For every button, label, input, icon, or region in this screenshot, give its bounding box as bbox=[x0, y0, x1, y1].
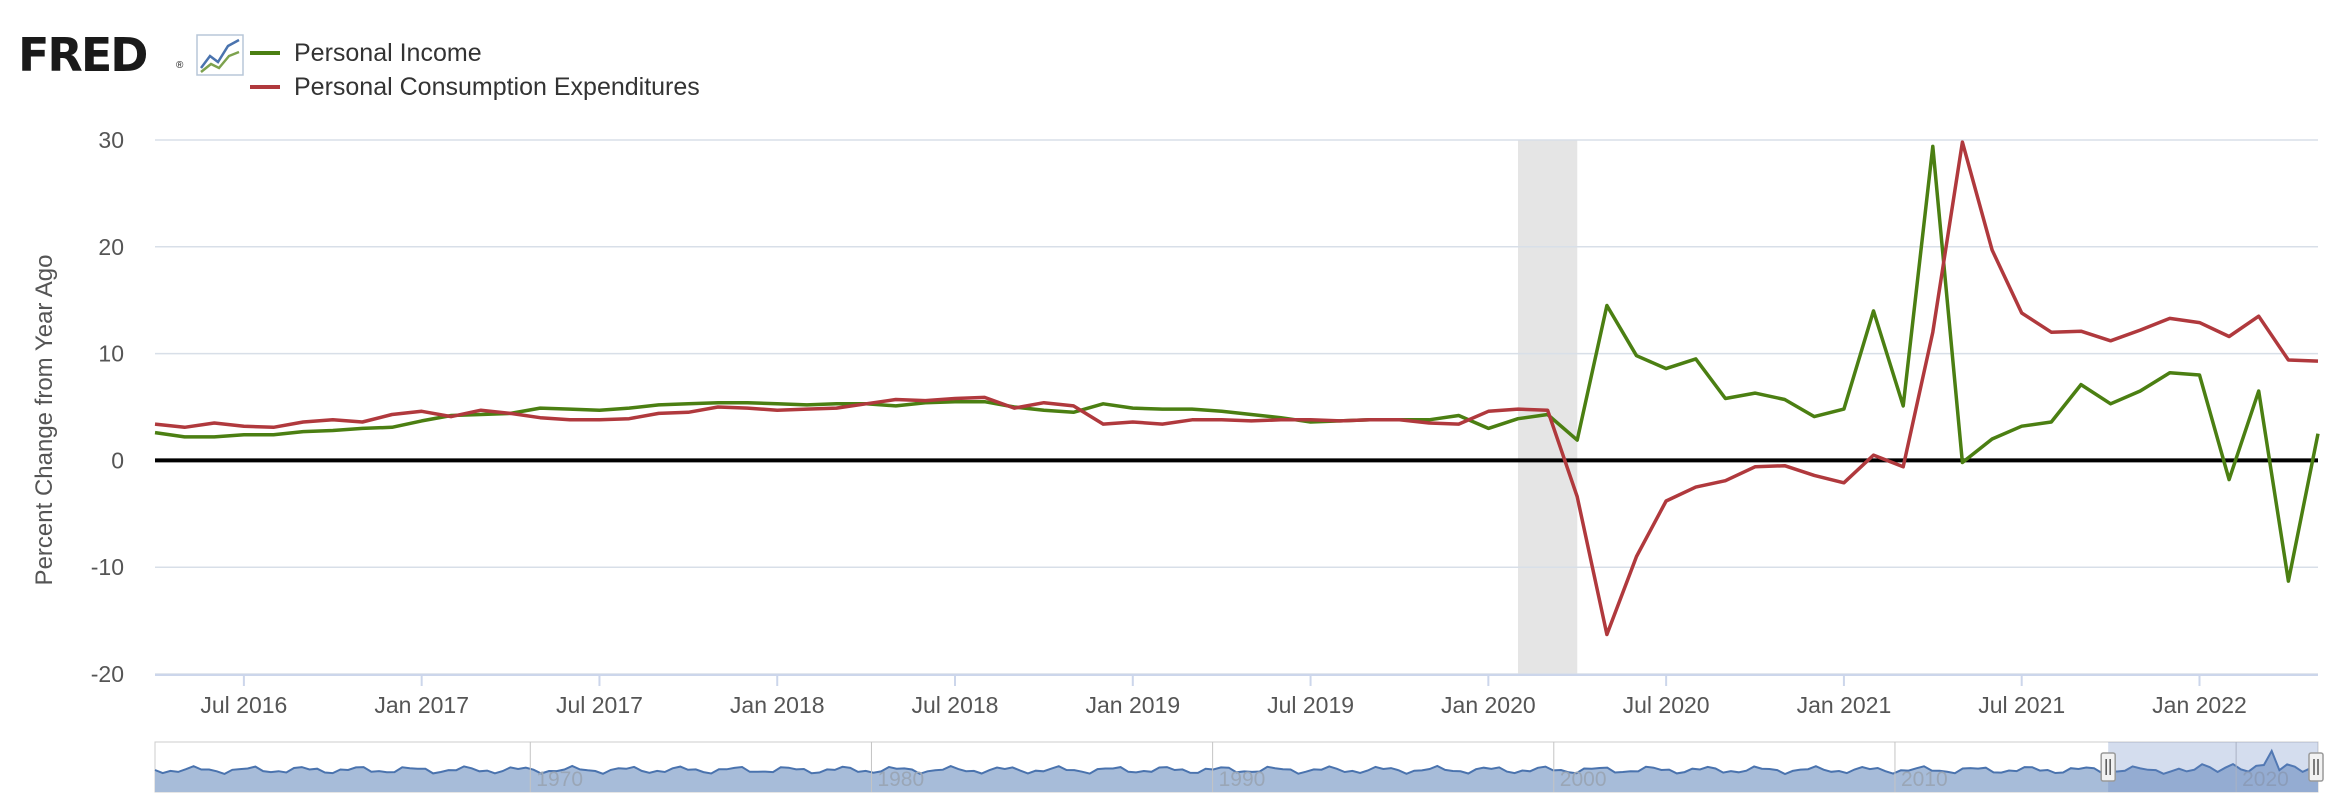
legend-swatch-pce bbox=[250, 85, 280, 89]
navigator-year-label: 1970 bbox=[536, 768, 583, 791]
y-tick-label: 30 bbox=[98, 127, 124, 153]
navigator-handle-body bbox=[2100, 752, 2116, 782]
x-tick-label: Jan 2021 bbox=[1797, 692, 1892, 718]
x-tick-label: Jul 2021 bbox=[1978, 692, 2065, 718]
series-line-pce bbox=[154, 140, 2319, 637]
x-tick-label: Jan 2018 bbox=[730, 692, 825, 718]
navigator-series-line bbox=[154, 748, 2319, 776]
registered-mark: ® bbox=[176, 60, 184, 71]
navigator[interactable]: 1970 1980 1990 2000 2010 2020 bbox=[154, 741, 2324, 793]
navigator-year-label: 2020 bbox=[2242, 768, 2289, 791]
series-line-personal-income bbox=[154, 144, 2320, 583]
legend-swatch-personal-income bbox=[250, 51, 280, 55]
fred-logo[interactable]: FRED ® bbox=[18, 28, 244, 82]
y-tick-label: 10 bbox=[98, 341, 124, 367]
grid-layer bbox=[155, 139, 2318, 675]
legend-label-pce: Personal Consumption Expenditures bbox=[294, 72, 700, 101]
recession-band bbox=[1517, 140, 1578, 674]
x-tick-label: Jul 2016 bbox=[200, 692, 287, 718]
x-tick-label: Jan 2020 bbox=[1441, 692, 1536, 718]
axis-layer: 30 20 10 0 -10 -20 Jul 2016 Jan 2017 Jul 2017 Jan… bbox=[91, 127, 2318, 718]
legend-item-personal-income[interactable]: Personal Income bbox=[250, 36, 700, 70]
y-tick-label: 20 bbox=[98, 234, 124, 260]
chart-legend: Personal Income Personal Consumption Exp… bbox=[250, 36, 700, 104]
x-tick-label: Jul 2018 bbox=[912, 692, 999, 718]
fred-graph-icon bbox=[196, 34, 244, 76]
navigator-year-label: 1980 bbox=[877, 768, 924, 791]
y-tick-label: -20 bbox=[91, 661, 124, 687]
navigator-selection bbox=[2108, 742, 2318, 792]
y-tick-label: 0 bbox=[111, 447, 124, 473]
navigator-handle-body bbox=[2308, 752, 2324, 782]
fred-logo-text: FRED bbox=[18, 28, 148, 82]
x-tick-label: Jul 2019 bbox=[1267, 692, 1354, 718]
x-tick-label: Jul 2020 bbox=[1623, 692, 1710, 718]
y-axis-label: Percent Change from Year Ago bbox=[31, 255, 58, 586]
legend-item-pce[interactable]: Personal Consumption Expenditures bbox=[250, 70, 700, 104]
navigator-area bbox=[155, 751, 2318, 792]
navigator-year-label: 2010 bbox=[1901, 768, 1948, 791]
x-tick-label: Jan 2019 bbox=[1085, 692, 1180, 718]
series-layer bbox=[154, 140, 2320, 637]
x-tick-label: Jan 2022 bbox=[2152, 692, 2247, 718]
navigator-handle-left[interactable] bbox=[2100, 752, 2116, 782]
x-tick-label: Jan 2017 bbox=[374, 692, 469, 718]
navigator-year-label: 2000 bbox=[1560, 768, 1607, 791]
legend-label-personal-income: Personal Income bbox=[294, 38, 482, 67]
y-tick-label: -10 bbox=[91, 554, 124, 580]
navigator-handle-right[interactable] bbox=[2308, 752, 2324, 782]
recession-layer bbox=[1517, 140, 1578, 674]
x-tick-label: Jul 2017 bbox=[556, 692, 643, 718]
navigator-year-label: 1990 bbox=[1219, 768, 1266, 791]
